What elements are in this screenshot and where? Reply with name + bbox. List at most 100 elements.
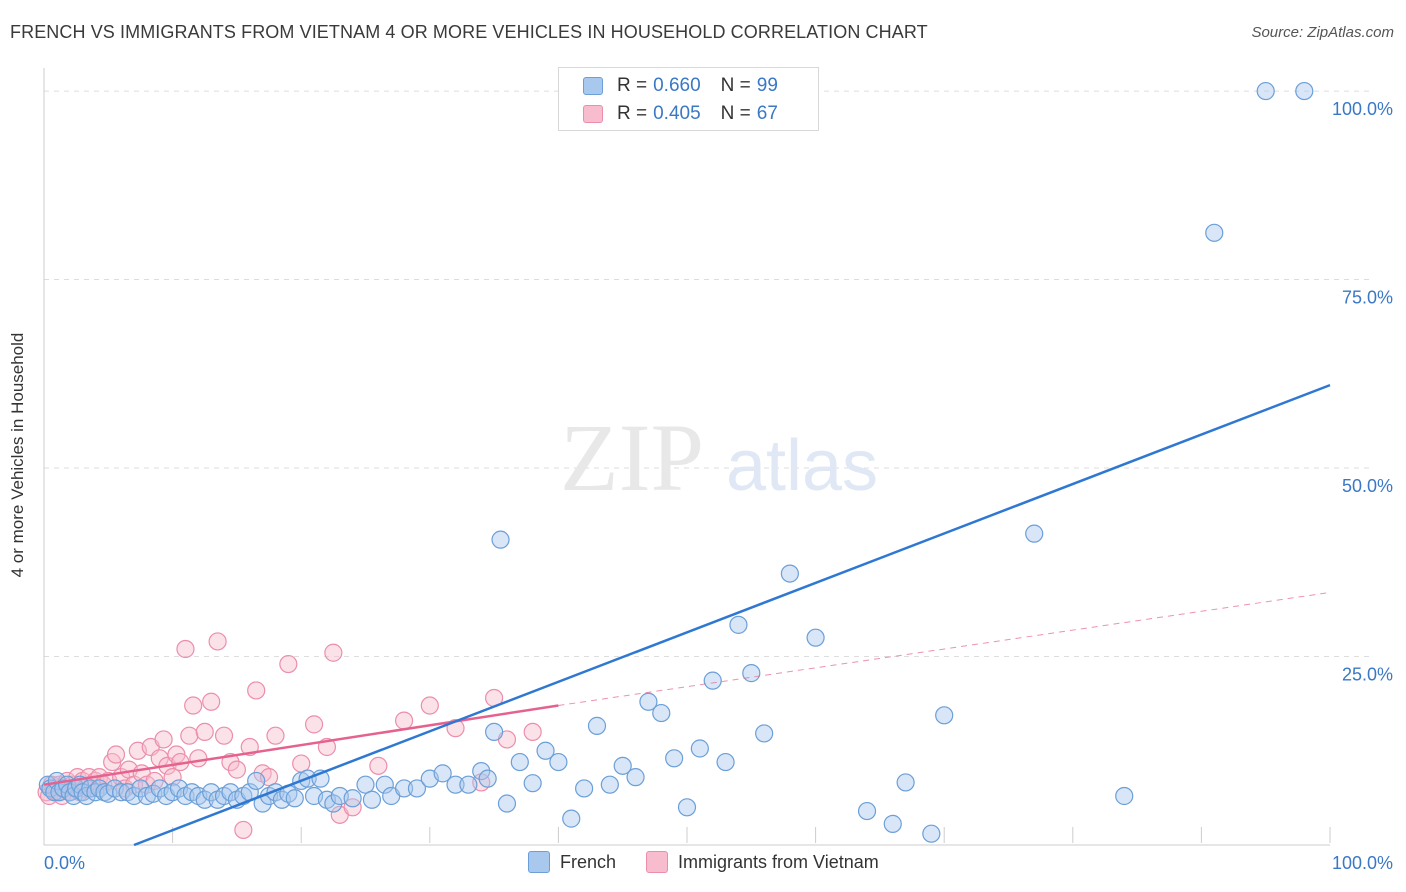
data-point-french: [343, 789, 362, 808]
r-label: R =: [617, 103, 648, 124]
data-point-french: [857, 801, 877, 821]
vietnam-swatch: [583, 105, 603, 123]
data-point-french: [375, 775, 394, 794]
data-point-vietnam: [189, 749, 208, 768]
data-point-french: [536, 741, 555, 760]
data-point-vietnam: [420, 696, 439, 715]
data-point-french: [883, 814, 902, 833]
data-point-vietnam: [234, 820, 253, 840]
watermark-zip: ZIP: [560, 404, 704, 511]
data-point-vietnam: [154, 730, 173, 749]
data-point-vietnam: [266, 726, 285, 745]
legend-item-vietnam[interactable]: Immigrants from Vietnam: [646, 851, 879, 873]
data-point-french: [1256, 81, 1275, 101]
data-point-french: [935, 706, 954, 725]
data-point-french: [478, 769, 497, 788]
data-point-french: [247, 771, 266, 791]
data-point-french: [324, 794, 343, 813]
n-value: 67: [756, 103, 778, 124]
data-point-french: [510, 752, 529, 772]
data-point-french: [587, 716, 607, 735]
n-label: N =: [720, 75, 751, 96]
data-point-french: [665, 749, 684, 768]
data-point-french: [652, 703, 671, 723]
data-point-french: [600, 775, 619, 794]
axes: [43, 68, 1331, 846]
data-point-vietnam: [304, 715, 324, 734]
data-point-french: [806, 628, 825, 647]
chart-title: FRENCH VS IMMIGRANTS FROM VIETNAM 4 OR M…: [10, 22, 928, 42]
data-point-vietnam: [227, 760, 246, 779]
data-point-french: [703, 671, 722, 690]
data-point-french: [285, 789, 304, 808]
trend-lines: [43, 383, 1331, 847]
data-point-french: [407, 779, 427, 798]
data-point-vietnam: [214, 726, 234, 745]
y-tick-label: 50.0%: [1342, 476, 1393, 496]
data-point-vietnam: [369, 756, 388, 775]
data-point-french: [639, 692, 658, 711]
data-point-french: [472, 762, 491, 781]
data-point-french: [1025, 524, 1044, 543]
data-point-french: [1115, 786, 1134, 806]
x-tick-label: 100.0%: [1332, 853, 1393, 873]
data-point-french: [124, 786, 144, 806]
french-swatch: [528, 851, 550, 873]
data-point-french: [491, 530, 510, 549]
data-point-french: [690, 739, 709, 758]
stats-row-french: R = 0.660 N = 99: [583, 72, 778, 100]
r-value: 0.660: [653, 75, 701, 96]
watermark: ZIP atlas: [560, 404, 878, 511]
data-point-vietnam: [247, 681, 266, 700]
trend-line-vietnam: [43, 704, 559, 786]
data-point-french: [523, 774, 542, 793]
data-point-vietnam: [163, 768, 182, 787]
r-value: 0.405: [653, 103, 701, 124]
french-swatch: [583, 77, 603, 95]
data-point-french: [1295, 81, 1314, 101]
data-point-french: [729, 615, 748, 634]
data-point-french: [459, 775, 478, 794]
series-legend: French Immigrants from Vietnam: [528, 851, 909, 873]
data-point-french: [677, 798, 697, 817]
watermark-atlas: atlas: [726, 426, 878, 506]
series-vietnam-points: [37, 632, 542, 840]
data-point-french: [362, 790, 382, 809]
data-point-french: [446, 775, 465, 794]
data-point-french: [549, 752, 568, 772]
source-note: Source: ZipAtlas.com: [1251, 24, 1394, 41]
y-tick-label: 75.0%: [1342, 288, 1393, 308]
data-point-french: [742, 664, 761, 683]
trend-line-french: [133, 383, 1331, 847]
data-point-french: [896, 773, 915, 792]
data-point-french: [394, 779, 414, 798]
data-point-vietnam: [324, 643, 343, 662]
data-point-french: [755, 724, 774, 743]
data-point-vietnam: [394, 711, 414, 730]
data-point-vietnam: [208, 632, 227, 651]
data-point-french: [195, 790, 214, 809]
n-value: 99: [756, 75, 778, 96]
legend-label-french: French: [560, 851, 617, 872]
data-point-french: [922, 824, 941, 843]
legend-label-vietnam: Immigrants from Vietnam: [678, 851, 879, 872]
data-point-vietnam: [523, 722, 542, 742]
n-label: N =: [720, 103, 751, 124]
data-point-french: [716, 752, 735, 772]
x-tick-label: 0.0%: [44, 853, 85, 873]
vietnam-swatch: [646, 851, 669, 873]
stats-legend: R = 0.660 N = 99 R = 0.405 N = 67: [558, 67, 819, 131]
data-point-french: [575, 779, 594, 798]
data-point-french: [433, 764, 452, 783]
legend-item-french[interactable]: French: [528, 851, 616, 873]
data-point-french: [626, 768, 645, 787]
data-point-vietnam: [279, 654, 298, 674]
data-point-vietnam: [202, 692, 221, 711]
tick-labels: 25.0% 50.0% 75.0% 100.0% 0.0% 100.0%: [44, 99, 1393, 873]
data-point-french: [562, 809, 581, 828]
y-tick-label: 25.0%: [1342, 665, 1393, 685]
data-point-vietnam: [106, 745, 126, 764]
y-tick-label: 100.0%: [1332, 99, 1393, 119]
data-point-vietnam: [195, 722, 214, 742]
